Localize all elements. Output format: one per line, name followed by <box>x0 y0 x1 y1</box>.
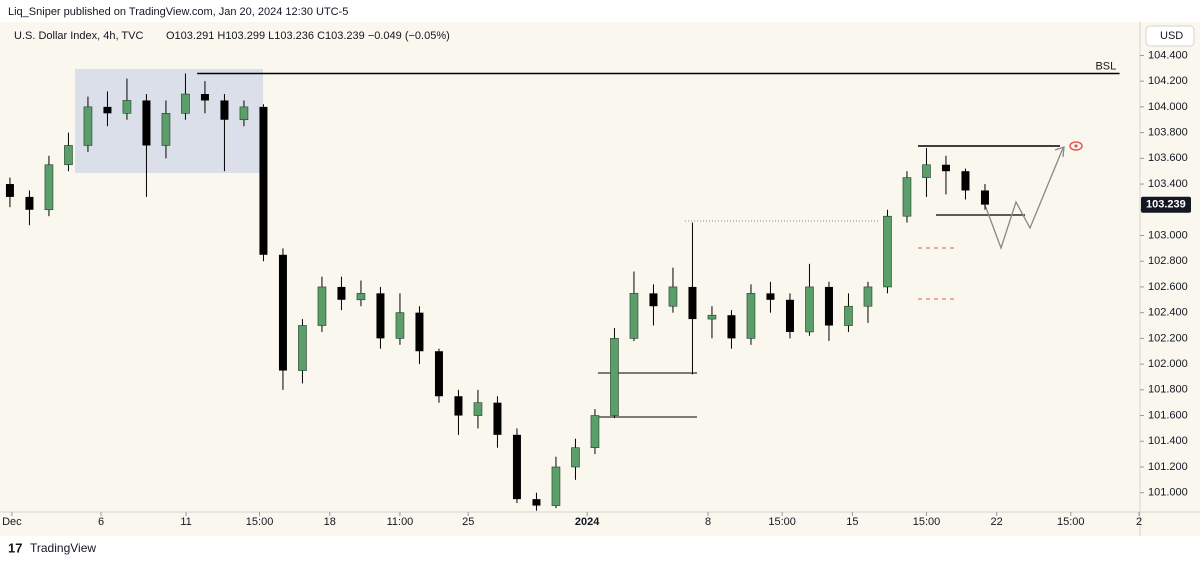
candle-body <box>805 286 814 333</box>
currency[interactable]: USD <box>1160 30 1183 42</box>
candle-body <box>376 293 385 339</box>
candle-body <box>649 293 658 307</box>
candle-body <box>512 434 521 500</box>
candle-body <box>824 286 833 326</box>
x-tick-label: 15:00 <box>913 516 941 528</box>
candle-body <box>961 171 970 191</box>
candle-body <box>532 499 541 506</box>
candle-body <box>200 94 209 101</box>
candle-body <box>298 325 307 371</box>
x-tick-label: 25 <box>462 516 474 528</box>
y-tick-label: 103.600 <box>1148 152 1188 164</box>
x-tick-label: 11:00 <box>387 516 414 528</box>
y-tick-label: 102.600 <box>1148 281 1188 293</box>
candle-body <box>707 314 717 320</box>
y-tick-label: 101.200 <box>1148 461 1188 473</box>
candle-body <box>629 293 639 339</box>
ohlc: O103.291 H103.299 L103.236 C103.239 −0.0… <box>166 30 450 42</box>
candle-body <box>415 312 424 352</box>
brand: TradingView <box>30 541 96 555</box>
candle-body <box>766 293 775 300</box>
x-tick-label: 22 <box>991 516 1003 528</box>
candle-body <box>337 286 346 300</box>
logo-mark: 17 <box>8 540 22 555</box>
x-tick-label: Dec <box>2 516 22 528</box>
candle-body <box>610 338 619 416</box>
y-tick-label: 102.800 <box>1148 255 1188 267</box>
x-tick-label: 2 <box>1136 516 1142 528</box>
candle-body <box>103 106 112 114</box>
x-tick-label: 6 <box>98 516 104 528</box>
candle-body <box>278 254 287 371</box>
currency-button[interactable] <box>1145 25 1195 47</box>
publisher: Liq_Sniper published on TradingView.com,… <box>8 6 348 18</box>
candle-body <box>44 164 54 211</box>
candle-body <box>571 447 580 468</box>
y-tick-label: 102.400 <box>1148 307 1188 319</box>
y-tick-label: 103.800 <box>1148 127 1188 139</box>
candle-body <box>454 396 463 416</box>
candle-body <box>317 286 327 326</box>
candle-body <box>64 145 73 166</box>
projection-path <box>984 147 1064 250</box>
x-tick-label: 15:00 <box>246 516 274 528</box>
alert-icon[interactable] <box>1069 141 1083 151</box>
candle-body <box>473 402 483 416</box>
y-tick-label: 102.000 <box>1148 358 1188 370</box>
x-tick-label: 11 <box>180 516 191 528</box>
symbol: U.S. Dollar Index, 4h, TVC <box>14 30 143 42</box>
y-tick-label: 102.200 <box>1148 332 1188 344</box>
alert-icon-dot <box>1074 144 1078 148</box>
candle-body <box>844 305 853 326</box>
candle-body <box>493 402 502 435</box>
candle-body <box>239 106 249 121</box>
candle-body <box>220 100 229 120</box>
projection-arrowhead <box>1054 146 1065 158</box>
candle-body <box>863 286 873 307</box>
candle-body <box>259 106 268 255</box>
last-price-label: 103.239 <box>1146 199 1186 211</box>
candle-body <box>551 466 561 506</box>
candle-body <box>434 351 443 397</box>
last-price-box <box>1141 196 1191 213</box>
candle-body <box>785 299 794 332</box>
y-tick-label: 101.800 <box>1148 384 1188 396</box>
x-tick-label: 15 <box>846 516 858 528</box>
candle-body <box>161 113 171 146</box>
candle-body <box>727 315 736 339</box>
y-tick-label: 103.000 <box>1148 229 1188 241</box>
x-tick-label: 15:00 <box>768 516 796 528</box>
candle-body <box>395 312 405 339</box>
candle-body <box>356 293 366 301</box>
candle-body <box>746 293 756 339</box>
y-tick-label: 104.000 <box>1148 101 1188 113</box>
y-tick-label: 104.200 <box>1148 75 1188 87</box>
candle-body <box>668 286 678 307</box>
candle-body <box>688 286 697 320</box>
x-tick-label: 2024 <box>575 516 600 528</box>
y-tick-label: 103.400 <box>1148 178 1188 190</box>
candle-body <box>922 164 931 178</box>
y-tick-label: 104.400 <box>1148 49 1188 61</box>
candle-body <box>25 196 34 210</box>
candle-body <box>883 215 892 288</box>
footer-logo: 17 <box>8 540 22 555</box>
candle-body <box>590 415 600 448</box>
x-tick-label: 8 <box>705 516 711 528</box>
candle-body <box>902 177 912 217</box>
candle-body <box>142 100 151 146</box>
candle-body <box>181 93 190 114</box>
x-tick-label: 18 <box>324 516 336 528</box>
x-tick-label: 15:00 <box>1057 516 1085 528</box>
y-tick-label: 101.600 <box>1148 409 1188 421</box>
candle-body <box>941 164 950 172</box>
candle-body <box>83 106 93 146</box>
candle-body <box>980 190 989 205</box>
y-tick-label: 101.000 <box>1148 487 1188 499</box>
y-tick-label: 101.400 <box>1148 435 1188 447</box>
annotation-label: BSL <box>1095 60 1116 72</box>
candle-body <box>5 184 14 197</box>
candle-body <box>122 100 132 114</box>
